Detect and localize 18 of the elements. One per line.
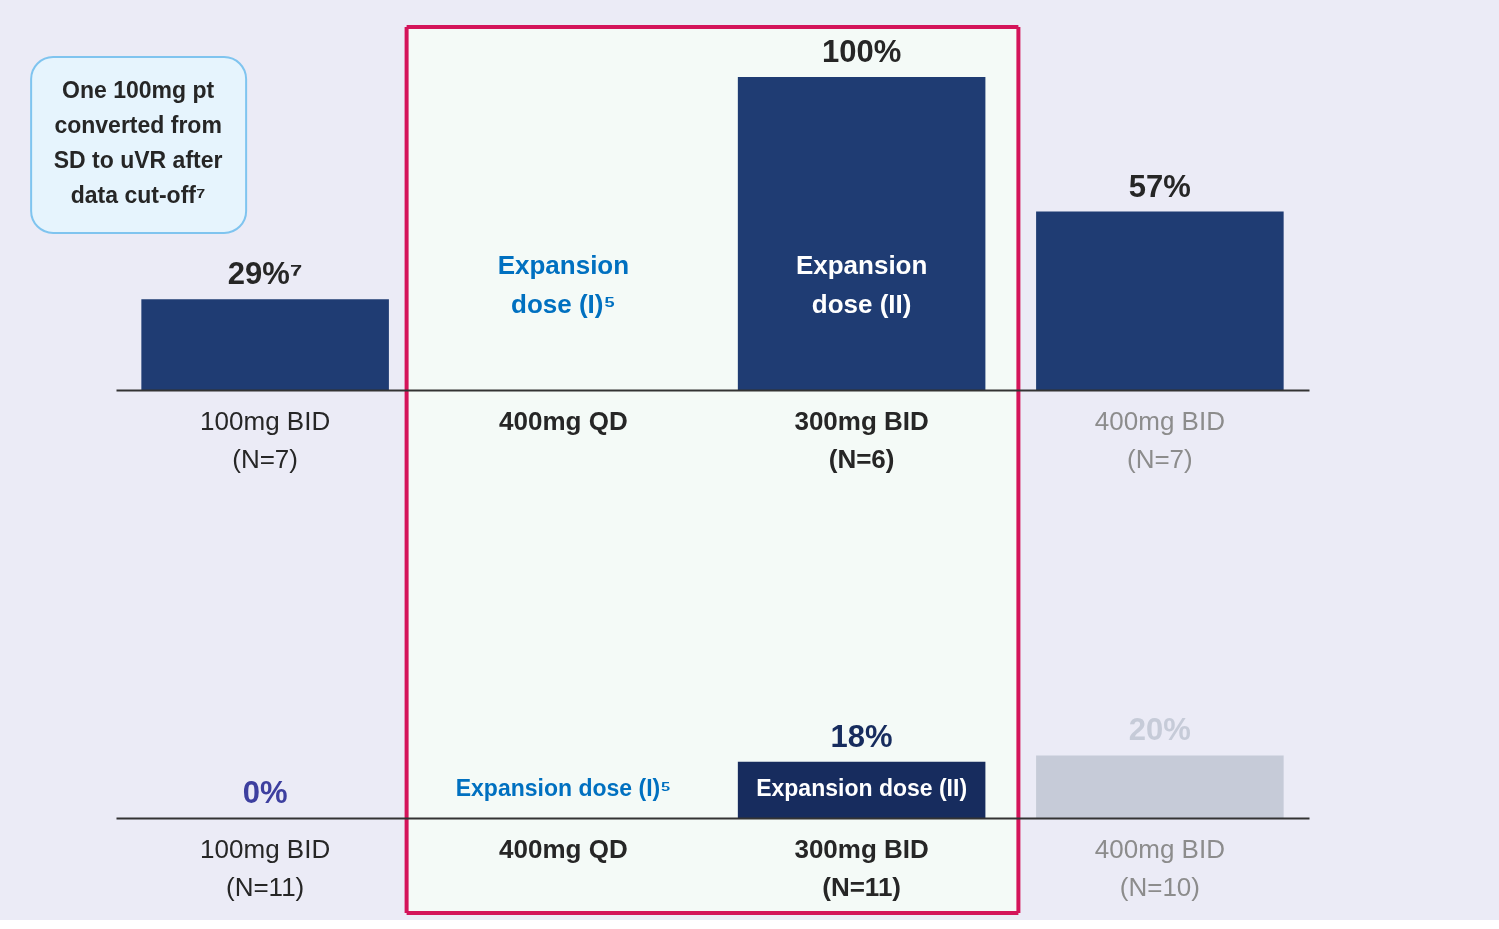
- x-tick-label: 100mg BID (N=7): [200, 405, 331, 474]
- data-label: 18%: [830, 718, 893, 754]
- annotation: Expansion dose (II): [756, 775, 968, 801]
- x-tick-label: 300mg BID (N=11): [794, 833, 929, 902]
- x-tick-label: 400mg QD: [499, 833, 628, 864]
- x-tick-label: 300mg BID (N=6): [794, 405, 929, 474]
- data-label: 0%: [242, 775, 288, 810]
- x-tick-label: 400mg BID (N=10): [1094, 833, 1225, 902]
- x-tick-label: 400mg QD: [499, 405, 628, 436]
- x-tick-label: 100mg BID (N=11): [200, 833, 331, 902]
- x-tick-label: 400mg BID (N=7): [1094, 405, 1225, 474]
- annotation: One 100mg pt converted from SD to uVR after data cut-off⁷: [53, 77, 223, 208]
- annotation: Expansion dose (I)⁵: [455, 775, 672, 801]
- annotation: Expansion dose (II): [795, 250, 928, 319]
- data-label: 100%: [821, 34, 902, 69]
- annotation: Expansion dose (I)⁵: [497, 250, 630, 319]
- data-label: 57%: [1128, 168, 1191, 204]
- data-label: 29%⁷: [227, 256, 303, 292]
